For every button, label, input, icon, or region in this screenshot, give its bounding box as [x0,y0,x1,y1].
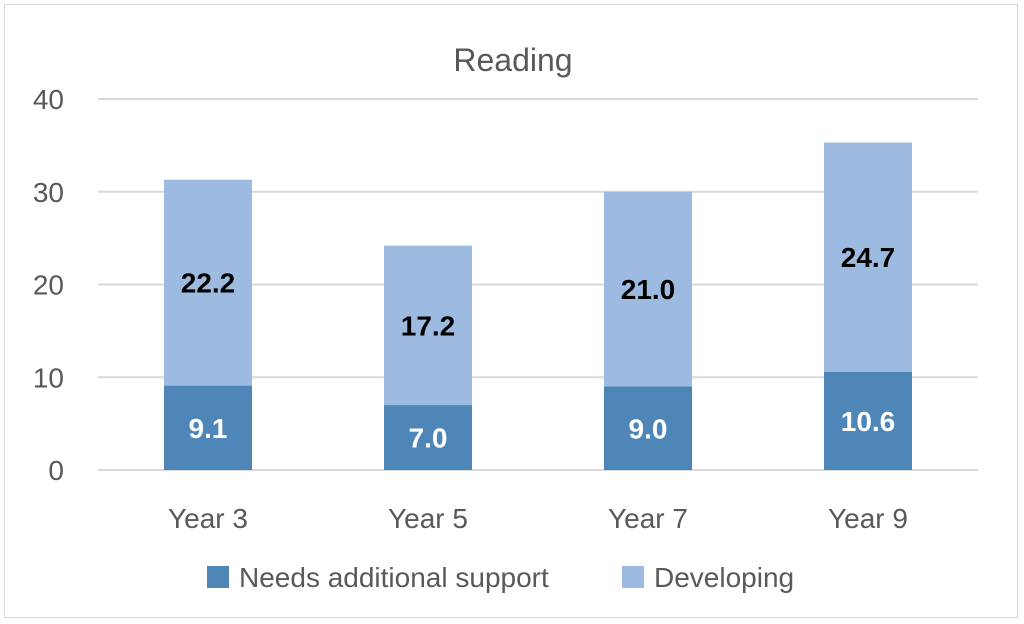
y-tick-label: 0 [48,455,64,486]
x-tick-label: Year 9 [828,503,908,534]
bar-needs-additional-support [164,385,252,470]
bar-developing [824,142,912,372]
bar-developing [164,179,252,386]
y-tick-label: 20 [33,270,64,301]
data-label: 7.0 [409,423,448,454]
data-label: 21.0 [621,274,676,305]
legend-swatch [622,566,644,588]
bar-developing [604,191,692,387]
chart-title: Reading [453,42,572,78]
x-tick-label: Year 3 [168,503,248,534]
y-axis-ticks: 0 10 20 30 40 [33,84,64,486]
data-label: 24.7 [841,242,896,273]
data-labels: 9.1 22.2 7.0 17.2 9.0 21.0 10.6 24.7 [181,242,896,453]
y-tick-label: 40 [33,84,64,115]
legend-label: Needs additional support [239,562,549,593]
legend-swatch [207,566,229,588]
data-label: 10.6 [841,406,896,437]
bar-needs-additional-support [824,371,912,470]
bars [164,142,912,470]
legend: Needs additional support Developing [207,562,794,593]
data-label: 9.0 [629,413,668,444]
data-label: 9.1 [189,413,228,444]
x-tick-label: Year 5 [388,503,468,534]
x-axis-ticks: Year 3 Year 5 Year 7 Year 9 [168,503,908,534]
bar-needs-additional-support [604,386,692,470]
y-tick-label: 30 [33,177,64,208]
bar-needs-additional-support [384,405,472,470]
x-tick-label: Year 7 [608,503,688,534]
data-label: 17.2 [401,310,456,341]
legend-label: Developing [654,562,794,593]
y-tick-label: 10 [33,362,64,393]
bar-developing [384,245,472,406]
data-label: 22.2 [181,268,236,299]
